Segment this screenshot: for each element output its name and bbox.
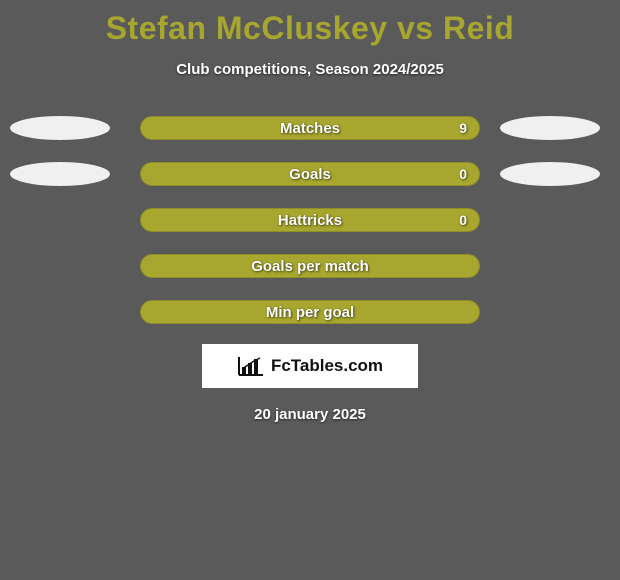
stat-label: Matches	[280, 120, 340, 137]
ellipse-right	[500, 162, 600, 186]
stat-label: Min per goal	[266, 304, 354, 321]
stat-label: Hattricks	[278, 212, 342, 229]
stat-label: Goals	[289, 166, 331, 183]
stat-bar: Goals per match	[140, 254, 480, 278]
brand-box: FcTables.com	[202, 344, 418, 388]
page-title: Stefan McCluskey vs Reid	[0, 0, 620, 47]
stat-row-hattricks: Hattricks 0	[0, 206, 620, 234]
stat-value: 0	[459, 166, 467, 182]
stat-value: 9	[459, 120, 467, 136]
stat-row-min-per-goal: Min per goal	[0, 298, 620, 326]
stat-value: 0	[459, 212, 467, 228]
bar-chart-icon	[237, 355, 265, 377]
brand-inner: FcTables.com	[237, 355, 383, 377]
stat-bar: Goals 0	[140, 162, 480, 186]
ellipse-left	[10, 116, 110, 140]
stat-row-matches: Matches 9	[0, 114, 620, 142]
ellipse-right	[500, 116, 600, 140]
stats-block: Matches 9 Goals 0 Hattricks 0 Goals per …	[0, 114, 620, 326]
stat-bar: Matches 9	[140, 116, 480, 140]
stat-bar: Hattricks 0	[140, 208, 480, 232]
stat-bar: Min per goal	[140, 300, 480, 324]
ellipse-left	[10, 162, 110, 186]
stat-row-goals-per-match: Goals per match	[0, 252, 620, 280]
brand-text: FcTables.com	[271, 356, 383, 376]
stat-label: Goals per match	[251, 258, 369, 275]
date-text: 20 january 2025	[0, 406, 620, 423]
stat-row-goals: Goals 0	[0, 160, 620, 188]
subtitle: Club competitions, Season 2024/2025	[0, 61, 620, 78]
